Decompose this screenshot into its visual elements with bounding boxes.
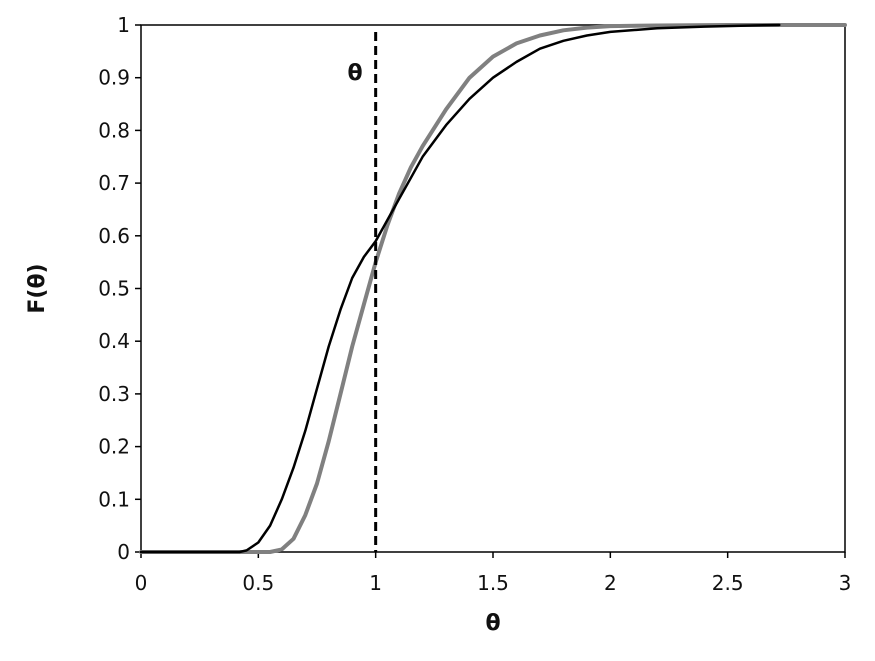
plot-frame <box>140 24 846 553</box>
y-tick-label: 0.2 <box>98 435 130 459</box>
x-axis-ticks: 0 0.5 1 1.5 2 2.5 3 <box>135 552 852 595</box>
x-tick-label: 2.5 <box>712 571 744 595</box>
y-tick-label: 0.4 <box>98 329 130 353</box>
x-tick-label: 0.5 <box>242 571 274 595</box>
x-tick-label: 2 <box>604 571 617 595</box>
y-tick-label: 0.7 <box>98 171 130 195</box>
y-axis-ticks: 0 0.1 0.2 0.3 0.4 0.5 0.6 0.7 0.8 0.9 1 <box>98 13 141 564</box>
y-tick-label: 0 <box>117 540 130 564</box>
y-tick-label: 0.3 <box>98 382 130 406</box>
x-tick-label: 3 <box>839 571 852 595</box>
y-tick-label: 0.8 <box>98 118 130 142</box>
x-tick-label: 0 <box>135 571 148 595</box>
y-tick-label: 0.6 <box>98 224 130 248</box>
x-axis-title: θ <box>485 611 500 636</box>
series-line-black <box>139 23 781 554</box>
annotation-layer: θ <box>348 32 378 552</box>
y-tick-label: 0.1 <box>98 487 130 511</box>
y-tick-label: 0.9 <box>98 66 130 90</box>
y-axis-title: F(θ) <box>25 263 50 313</box>
y-tick-label: 1 <box>117 13 130 37</box>
vertical-line-label: θ <box>348 61 363 86</box>
series-layer <box>139 23 847 554</box>
series-line-grey <box>139 23 847 554</box>
x-tick-label: 1.5 <box>477 571 509 595</box>
x-tick-label: 1 <box>369 571 382 595</box>
y-tick-label: 0.5 <box>98 277 130 301</box>
